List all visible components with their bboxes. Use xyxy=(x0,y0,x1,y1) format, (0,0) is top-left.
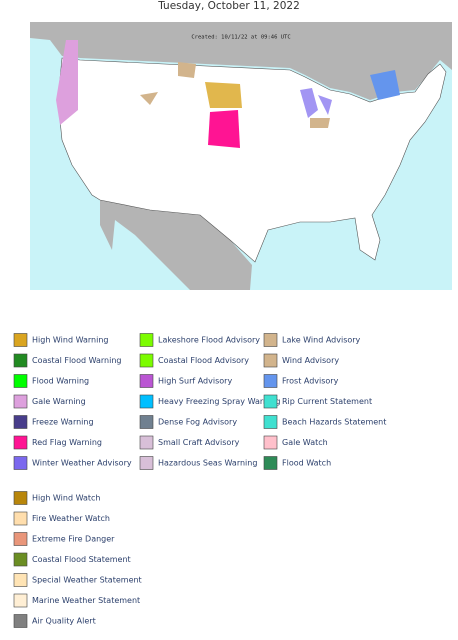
legend-swatch xyxy=(139,333,154,347)
legend-label: Coastal Flood Statement xyxy=(32,555,131,564)
legend-swatch xyxy=(13,456,28,470)
legend-label: Flood Watch xyxy=(282,459,331,468)
legend-swatch xyxy=(13,333,28,347)
legend-label: Hazardous Seas Warning xyxy=(158,459,257,468)
legend-swatch xyxy=(13,573,28,587)
legend-label: Special Weather Statement xyxy=(32,576,142,585)
legend-label: Gale Watch xyxy=(282,438,328,447)
legend-swatch xyxy=(139,353,154,368)
legend-swatch xyxy=(263,353,278,368)
legend-label: Air Quality Alert xyxy=(32,617,96,626)
legend-label: Marine Weather Statement xyxy=(32,596,140,605)
legend-swatch xyxy=(13,593,28,608)
legend-swatch xyxy=(13,435,28,450)
legend-swatch xyxy=(13,353,28,368)
legend-label: Fire Weather Watch xyxy=(32,514,110,523)
legend-label: Coastal Flood Warning xyxy=(32,356,121,365)
lakes xyxy=(300,88,332,118)
legend-swatch xyxy=(263,415,278,429)
legend-label: High Wind Watch xyxy=(32,494,100,503)
legend-label: High Wind Warning xyxy=(32,336,108,345)
legend-label: Extreme Fire Danger xyxy=(32,535,115,544)
legend-swatch xyxy=(13,415,28,429)
map: Created: 10/11/22 at 09:46 UTC xyxy=(30,22,452,290)
canada xyxy=(30,22,452,100)
date: Tuesday, October 11, 2022 xyxy=(157,0,300,12)
red-flag-area xyxy=(208,110,240,148)
legend-swatch xyxy=(263,394,278,409)
legend-swatch xyxy=(139,456,154,470)
legend-swatch xyxy=(139,374,154,388)
legend-label: Wind Advisory xyxy=(282,356,339,365)
legend-label: Beach Hazards Statement xyxy=(282,418,386,427)
legend-label: Rip Current Statement xyxy=(282,397,372,406)
mexico xyxy=(100,200,252,290)
legend-swatch xyxy=(139,415,154,429)
legend-swatch xyxy=(13,614,28,628)
legend-swatch xyxy=(13,552,28,567)
legend-label: Frost Advisory xyxy=(282,377,339,386)
legend-swatch xyxy=(263,374,278,388)
legend-label: Lake Wind Advisory xyxy=(282,336,361,345)
legend-label: Freeze Warning xyxy=(32,418,94,427)
legend-label: Coastal Flood Advisory xyxy=(158,356,249,365)
legend-swatch xyxy=(139,394,154,409)
created-stamp: Created: 10/11/22 at 09:46 UTC xyxy=(191,35,290,41)
legend-label: High Surf Advisory xyxy=(158,377,232,386)
legend-label: Heavy Freezing Spray Warning xyxy=(158,397,280,406)
legend-label: Dense Fog Advisory xyxy=(158,418,237,427)
legend-swatch xyxy=(13,532,28,546)
legend-label: Lakeshore Flood Advisory xyxy=(158,336,260,345)
legend-swatch xyxy=(13,491,28,505)
frost-area xyxy=(370,70,400,100)
legend-label: Gale Warning xyxy=(32,397,86,406)
legend-label: Red Flag Warning xyxy=(32,438,102,447)
legend-swatch xyxy=(13,394,28,409)
legend-label: Winter Weather Advisory xyxy=(32,459,132,468)
legend-swatch xyxy=(13,374,28,388)
legend-label: Flood Warning xyxy=(32,377,89,386)
legend-swatch xyxy=(139,435,154,450)
legend: High Wind Warning Coastal Flood Warning Fl… xyxy=(13,333,386,628)
wind-areas xyxy=(140,62,330,128)
legend-swatch xyxy=(263,333,278,347)
legend-label: Small Craft Advisory xyxy=(158,438,240,447)
high-wind-area xyxy=(205,82,242,108)
legend-swatch xyxy=(263,456,278,470)
legend-swatch xyxy=(13,511,28,526)
gale-area xyxy=(56,40,78,125)
usa xyxy=(57,57,447,263)
legend-swatch xyxy=(263,435,278,450)
